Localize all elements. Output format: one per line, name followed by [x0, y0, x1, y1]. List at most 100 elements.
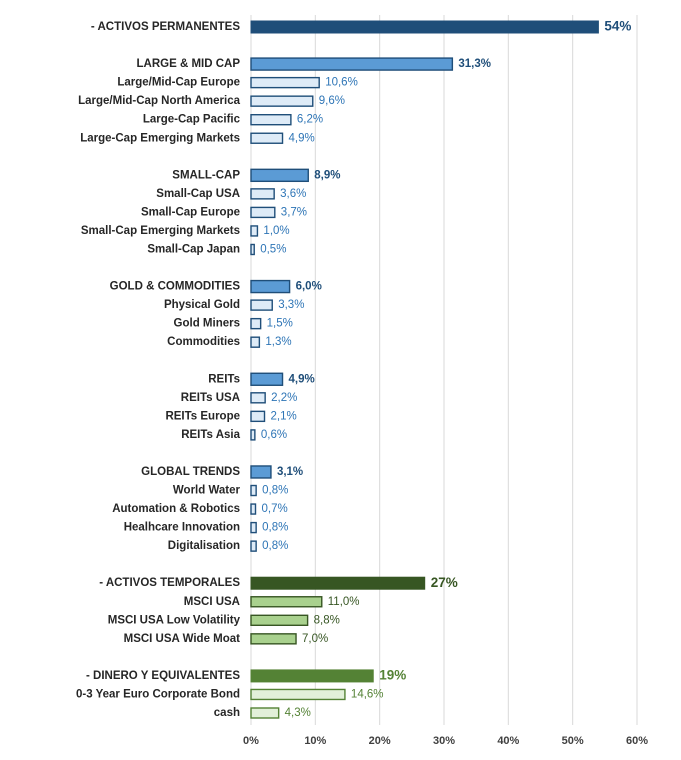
category-label: Gold Miners	[174, 318, 240, 330]
category-labels: - ACTIVOS PERMANENTES LARGE & MID CAP Larg…	[76, 21, 241, 719]
data-label: 0,8%	[262, 485, 288, 497]
data-label: 1,3%	[265, 336, 291, 348]
category-label: REITs Asia	[181, 429, 240, 441]
data-label: 6,0%	[296, 281, 322, 293]
category-label: - ACTIVOS PERMANENTES	[91, 21, 240, 33]
x-tick-label: 40%	[497, 735, 519, 747]
data-label: 0,8%	[262, 522, 288, 534]
category-label: Small-Cap Japan	[147, 244, 240, 256]
data-label: 6,2%	[297, 114, 323, 126]
category-label: GLOBAL TRENDS	[141, 466, 240, 478]
data-label: 2,2%	[271, 392, 297, 404]
bar	[250, 168, 309, 183]
data-label: 27%	[431, 575, 458, 590]
x-tick-label: 10%	[304, 735, 326, 747]
bar	[250, 299, 273, 311]
category-label: SMALL-CAP	[172, 169, 240, 181]
bar	[250, 596, 323, 608]
category-label: Large-Cap Pacific	[143, 114, 241, 126]
bar	[250, 540, 257, 552]
bar	[250, 503, 257, 515]
category-label: Commodities	[167, 336, 240, 348]
data-label: 19%	[379, 667, 406, 682]
category-label: Small-Cap Emerging Markets	[81, 225, 240, 237]
bar	[250, 132, 284, 144]
bar	[250, 688, 346, 701]
data-label: 7,0%	[302, 633, 328, 645]
category-label: REITs	[208, 373, 240, 385]
category-label: World Water	[173, 485, 241, 497]
data-label: 0,6%	[261, 429, 287, 441]
data-label: 3,6%	[280, 188, 306, 200]
data-label: 3,7%	[281, 206, 307, 218]
x-tick-label: 50%	[562, 735, 584, 747]
category-label: Large/Mid-Cap Europe	[117, 77, 240, 89]
x-tick-label: 60%	[626, 735, 648, 747]
bar	[250, 614, 309, 626]
bar	[250, 633, 297, 645]
data-label: 0,5%	[260, 244, 286, 256]
data-label: 8,8%	[314, 614, 340, 626]
bar	[250, 188, 275, 200]
data-label: 11,0%	[328, 596, 360, 608]
data-label: 3,3%	[278, 299, 304, 311]
bar	[250, 243, 255, 256]
category-label: Large/Mid-Cap North America	[78, 95, 240, 107]
bar	[250, 669, 374, 683]
category-label: MSCI USA	[184, 596, 240, 608]
gridlines	[250, 15, 638, 725]
category-label: REITs USA	[181, 392, 240, 404]
data-label: 10,6%	[325, 77, 358, 89]
data-label: 1,5%	[267, 318, 293, 330]
x-axis-ticks: 0% 10% 20% 30% 40% 50% 60%	[243, 735, 648, 747]
data-label: 0,7%	[262, 503, 288, 515]
bar	[250, 484, 257, 497]
data-label: 0,8%	[262, 540, 288, 552]
bar	[250, 465, 272, 479]
x-tick-label: 20%	[369, 735, 391, 747]
category-label: Small-Cap USA	[156, 188, 240, 200]
category-label: - DINERO Y EQUIVALENTES	[86, 670, 240, 682]
category-label: Healhcare Innovation	[124, 522, 240, 534]
bar	[250, 372, 284, 386]
category-label: Physical Gold	[164, 299, 240, 311]
bar	[250, 114, 292, 126]
bar	[250, 521, 257, 534]
category-label: Automation & Robotics	[112, 503, 240, 515]
bar	[250, 336, 261, 348]
data-label: 1,0%	[263, 225, 289, 237]
bar	[250, 392, 266, 404]
bar	[250, 20, 599, 34]
x-tick-label: 30%	[433, 735, 455, 747]
data-labels: 54% 31,3% 10,6% 9,6% 6,2% 4,9% 8,9% 3,6% 3,7% 1,0…	[260, 19, 631, 719]
category-label: Digitalisation	[168, 540, 240, 552]
data-label: 3,1%	[277, 466, 303, 478]
category-label: MSCI USA Low Volatility	[108, 614, 241, 626]
bar	[250, 57, 454, 71]
data-label: 31,3%	[458, 58, 491, 70]
data-label: 2,1%	[271, 410, 297, 422]
data-label: 9,6%	[319, 95, 345, 107]
bar	[250, 429, 256, 441]
bar	[250, 279, 291, 294]
data-label: 4,3%	[285, 707, 311, 719]
data-label: 4,9%	[289, 373, 315, 385]
x-tick-label: 0%	[243, 735, 259, 747]
category-label: MSCI USA Wide Moat	[124, 633, 241, 645]
category-label: 0-3 Year Euro Corporate Bond	[76, 688, 240, 700]
bar	[250, 225, 259, 237]
data-label: 14,6%	[351, 688, 384, 700]
category-label: Large-Cap Emerging Markets	[80, 132, 240, 144]
data-label: 54%	[604, 19, 631, 34]
category-label: cash	[214, 707, 240, 719]
bar	[250, 206, 276, 219]
category-label: REITs Europe	[165, 410, 240, 422]
bar	[250, 76, 320, 89]
bar	[250, 576, 426, 590]
data-label: 4,9%	[289, 132, 315, 144]
bars	[250, 20, 599, 719]
category-label: Small-Cap Europe	[141, 206, 240, 218]
bar	[250, 95, 314, 107]
data-label: 8,9%	[314, 169, 340, 181]
